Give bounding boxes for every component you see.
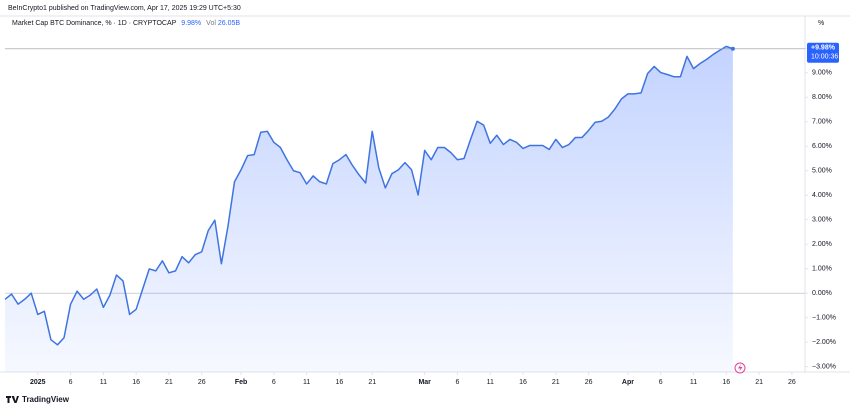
x-tick-label: 11: [100, 379, 107, 386]
x-tick-label: 16: [132, 379, 140, 386]
y-tick-label: 6.00%: [812, 143, 832, 150]
line: [4, 45, 734, 346]
x-tick-label: Apr: [622, 379, 634, 386]
y-tick-label: 2.00%: [812, 241, 832, 248]
brand: TradingView: [22, 395, 70, 404]
area: [5, 46, 733, 373]
y-tick-label: 8.00%: [812, 94, 832, 101]
x-tick-label: 6: [659, 379, 663, 386]
x-tick-label: 2025: [30, 379, 46, 386]
legend-title: Market Cap BTC Dominance, % · 1D · CRYPT…: [12, 20, 177, 27]
icon: [734, 362, 746, 374]
countdown: 10:00:36: [811, 54, 838, 61]
x-tick-label: 21: [552, 379, 560, 386]
y-tick-label: −1.00%: [812, 314, 836, 321]
x-tick-label: 6: [69, 379, 73, 386]
brand-logo: [6, 396, 19, 403]
x-tick-label: 16: [722, 379, 730, 386]
axis-unit: %: [818, 20, 824, 27]
x-tick-label: 16: [519, 379, 527, 386]
x-tick-label: 26: [788, 379, 796, 386]
y-tick-label: −3.00%: [812, 363, 836, 370]
x-tick-label: 26: [198, 379, 206, 386]
y-tick-label: 7.00%: [812, 119, 832, 126]
x-tick-label: 6: [272, 379, 276, 386]
x-tick-label: 16: [336, 379, 344, 386]
price-label: +9.98%: [811, 45, 836, 52]
legend-value: 9.98%: [181, 20, 201, 27]
y-tick-label: 5.00%: [812, 168, 832, 175]
x-tick-label: 21: [368, 379, 376, 386]
y-tick-label: −2.00%: [812, 339, 836, 346]
y-tick-label: 4.00%: [812, 192, 832, 199]
last-point: [730, 46, 735, 51]
y-tick-label: 1.00%: [812, 266, 832, 273]
x-tick-label: 26: [585, 379, 593, 386]
x-tick-label: 6: [456, 379, 460, 386]
x-tick-label: Feb: [235, 379, 247, 386]
legend-vol-value: 26.05B: [218, 20, 241, 27]
y-tick-label: 0.00%: [812, 290, 832, 297]
x-tick-label: 21: [165, 379, 173, 386]
price-label-box: [807, 42, 839, 63]
y-tick-label: 3.00%: [812, 217, 832, 224]
x-tick-label: 21: [755, 379, 763, 386]
x-tick-label: Mar: [418, 379, 431, 386]
x-tick-label: 11: [303, 379, 310, 386]
legend-vol-label: Vol: [206, 20, 216, 27]
x-tick-label: 11: [690, 379, 697, 386]
published: BeInCrypto1 published on TradingView.com…: [8, 5, 241, 12]
y-tick-label: 9.00%: [812, 70, 832, 77]
x-tick-label: 11: [487, 379, 494, 386]
